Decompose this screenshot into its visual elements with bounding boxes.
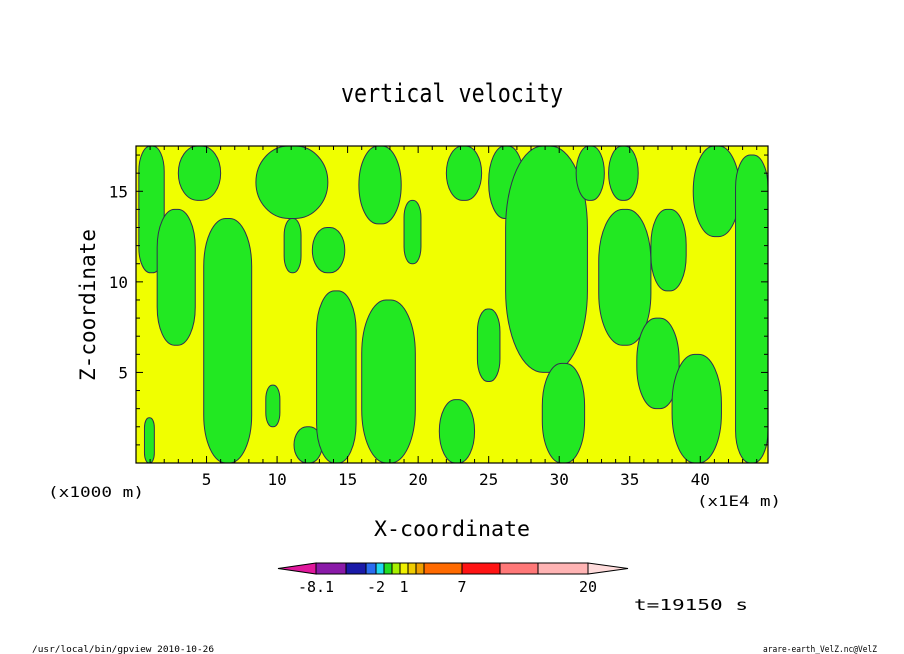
contour-region-10	[316, 290, 357, 463]
contour-region-24	[636, 317, 680, 410]
colorbar-swatch	[537, 562, 589, 575]
contour-region-22	[598, 208, 652, 346]
contour-region-18	[476, 308, 501, 382]
colorbar-swatch	[415, 562, 425, 575]
x-tick-label: 15	[338, 470, 357, 489]
colorbar-label: 20	[579, 578, 597, 596]
colorbar-label: -8.1	[298, 578, 334, 596]
contour-region-13	[361, 299, 416, 463]
contour-regions	[138, 146, 768, 463]
x-tick-label: 10	[267, 470, 286, 489]
contour-region-5	[203, 217, 253, 463]
contour-region-12	[358, 146, 402, 225]
colorbar-swatch	[315, 562, 347, 575]
x-tick-label: 20	[409, 470, 428, 489]
x-tick-label: 40	[691, 470, 710, 489]
contour-region-8	[283, 217, 302, 274]
colorbar-swatch	[407, 562, 417, 575]
x-tick-label: 30	[550, 470, 569, 489]
plot-area	[135, 145, 769, 464]
colorbar-arrow-low	[277, 562, 317, 575]
y-tick-label: 5	[118, 363, 128, 382]
x-unit-label: (x1E4 m)	[697, 494, 781, 510]
colorbar-label: 1	[399, 578, 408, 596]
colorbar-swatch	[499, 562, 539, 575]
footer-left: /usr/local/bin/gpview 2010-10-26	[32, 645, 214, 654]
colorbar-label: 7	[457, 578, 466, 596]
contour-region-20	[541, 362, 586, 463]
x-tick-label: 25	[479, 470, 498, 489]
x-tick-label: 35	[620, 470, 639, 489]
x-tick-label: 5	[202, 470, 212, 489]
contour-region-16	[445, 146, 483, 201]
y-tick-labels: 5 10 15	[109, 182, 128, 382]
y-axis-label: Z-coordinate	[76, 229, 100, 381]
colorbar	[277, 562, 629, 575]
colorbar-swatch	[345, 562, 367, 575]
footer-right: arare-earth_VelZ.nc@VelZ	[763, 645, 878, 654]
colorbar-label: -2	[367, 578, 385, 596]
contour-region-3	[156, 208, 196, 346]
contour-region-23	[608, 146, 639, 201]
colorbar-swatch	[391, 562, 401, 575]
contour-region-25	[650, 208, 687, 292]
contour-region-26	[671, 353, 722, 463]
x-tick-labels: 5 10 15 20 25 30 35 40	[202, 470, 710, 489]
y-tick-label: 10	[109, 273, 128, 292]
contour-region-4	[177, 146, 222, 201]
colorbar-arrow-high	[587, 562, 629, 575]
contour-region-11	[311, 227, 346, 274]
contour-region-15	[438, 399, 476, 463]
axis-ticks	[136, 146, 768, 463]
y-tick-label: 15	[109, 182, 128, 201]
contour-region-14	[403, 199, 422, 265]
colorbar-swatch	[461, 562, 501, 575]
plot-frame	[135, 145, 769, 464]
time-label: t=19150 s	[634, 596, 748, 614]
colorbar-swatch	[399, 562, 409, 575]
contour-region-28	[735, 154, 768, 463]
colorbar-swatch	[375, 562, 385, 575]
contour-region-7	[265, 384, 281, 428]
colorbar-swatch	[365, 562, 377, 575]
contour-region-6	[255, 146, 329, 219]
contour-region-21	[575, 146, 605, 201]
colorbar-swatch	[423, 562, 463, 575]
colorbar-labels: -8.1 -2 1 7 20	[298, 578, 597, 596]
contour-region-2	[143, 417, 155, 463]
contour-region-27	[692, 146, 741, 238]
x-axis-label: X-coordinate	[374, 517, 530, 541]
chart-title: vertical velocity	[341, 79, 563, 109]
colorbar-swatch	[383, 562, 393, 575]
contour-region-19	[505, 146, 588, 373]
y-unit-label: (x1000 m)	[48, 485, 144, 501]
